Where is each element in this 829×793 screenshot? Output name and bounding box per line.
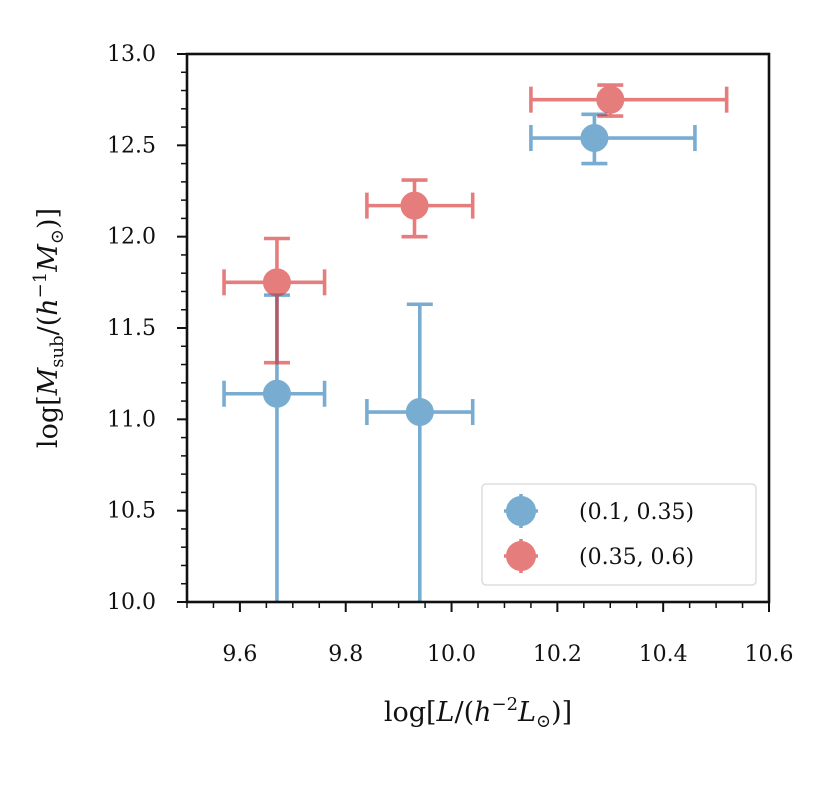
legend-marker [506, 541, 536, 571]
y-tick-label: 10.0 [107, 590, 156, 615]
data-point [405, 398, 434, 427]
legend-entry: (0.35, 0.6) [504, 539, 694, 573]
legend-label: (0.35, 0.6) [579, 545, 694, 570]
legend-entries: (0.1, 0.35) (0.35, 0.6) [504, 494, 694, 573]
legend-marker [506, 496, 536, 526]
x-tick-label: 10.2 [533, 642, 582, 667]
series-blue [222, 112, 697, 602]
data-point [262, 268, 291, 297]
x-tick-label: 10.6 [745, 642, 794, 667]
ticks-layer: 9.6 9.8 10.0 10.2 10.4 10.6 10.0 10.5 11.0 11.5 12… [107, 42, 793, 667]
y-tick-label: 11.5 [107, 316, 156, 341]
x-tick-label: 9.8 [328, 642, 363, 667]
data-point [400, 191, 429, 220]
legend-label: (0.1, 0.35) [579, 500, 694, 525]
x-tick-label: 10.0 [427, 642, 476, 667]
legend-marker-blue [504, 494, 538, 528]
y-tick-label: 12.5 [107, 133, 156, 158]
y-axis-label: log[Msub/(h−1M⊙)] [30, 208, 68, 448]
series-red [222, 83, 729, 365]
legend-box [481, 483, 757, 586]
y-tick-label: 11.0 [107, 407, 156, 432]
data-layer [222, 83, 729, 602]
legend-entry: (0.1, 0.35) [504, 494, 694, 528]
y-tick-label: 13.0 [107, 42, 156, 67]
legend-marker-red [504, 539, 538, 573]
y-tick-label: 12.0 [107, 225, 156, 250]
x-tick-label: 10.4 [639, 642, 688, 667]
data-point [580, 124, 609, 153]
x-tick-label: 9.6 [222, 642, 257, 667]
legend: (0.1, 0.35) (0.35, 0.6) [481, 483, 757, 586]
y-tick-label: 10.5 [107, 499, 156, 524]
data-point [596, 85, 625, 114]
data-point [262, 379, 291, 408]
